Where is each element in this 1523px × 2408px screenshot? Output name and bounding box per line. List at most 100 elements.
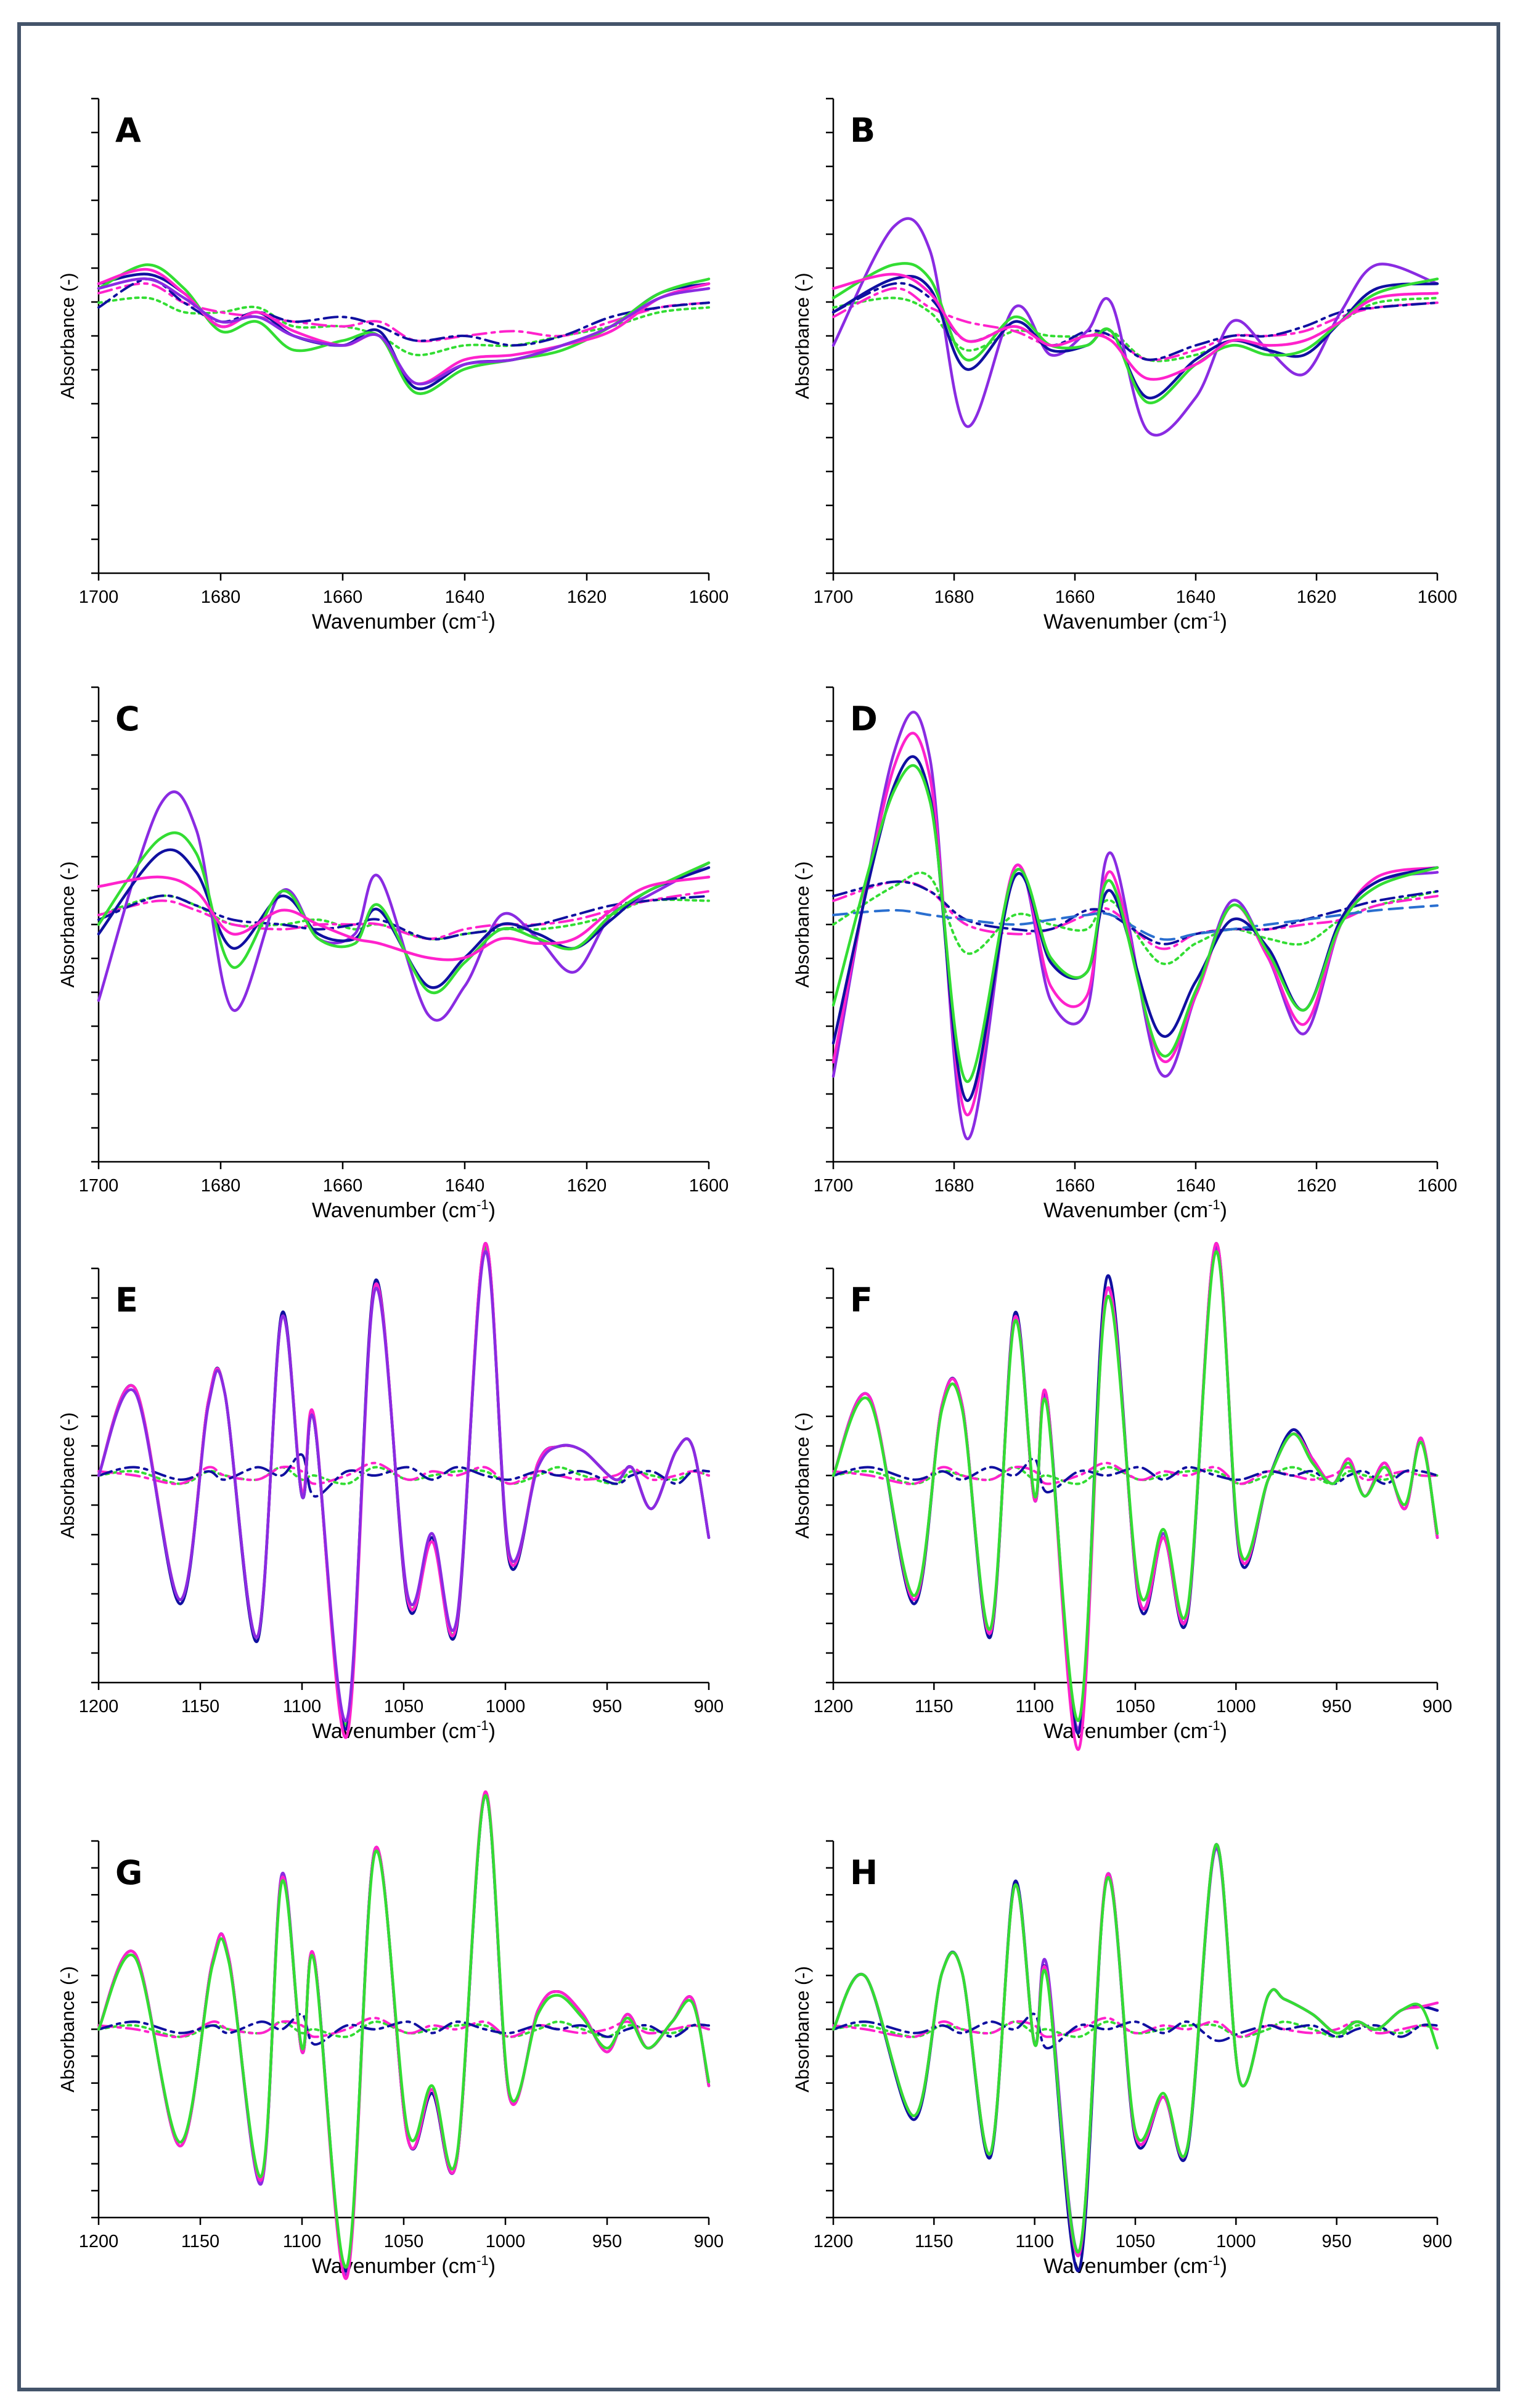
series-line [831,755,1439,1102]
x-tick-label: 1600 [689,587,729,607]
series-line [831,1843,1439,2258]
series-line [832,2012,1439,2050]
x-tick-label: 1620 [1297,1176,1337,1196]
x-tick-label: 950 [1321,2232,1351,2251]
panel-h: 1200 1150 1100 1050 1000 950 900 Wavenumber (cm… [791,1840,1452,2278]
series-line [832,282,1439,361]
series-line [97,2017,710,2038]
series-line [831,1242,1439,1735]
y-axis-label: Absorbance (-) [57,1966,78,2092]
x-tick-label: 1640 [1176,587,1216,607]
series-line [832,1466,1439,1485]
series-line [831,1242,1439,1751]
series-line [831,217,1439,437]
series-line [831,1847,1439,2253]
x-tick-label: 1000 [1216,2232,1256,2251]
x-tick-label: 1050 [1116,2232,1156,2251]
x-tick-label: 1100 [283,2232,321,2251]
x-tick-label: 1680 [934,587,974,607]
series-line [97,831,711,995]
panel-label: D [850,700,878,738]
x-axis-label: Wavenumber (cm-1) [312,1197,496,1222]
series-line [97,1794,711,2269]
y-axis-label: Absorbance (-) [791,1966,813,2092]
series-line [832,2020,1439,2038]
x-tick-label: 1000 [486,2232,526,2251]
series-line [832,1461,1439,1485]
x-tick-label: 1620 [567,1176,607,1196]
panel-c: 1700 1680 1660 1640 1620 1600 Wavenumber (cm-1… [57,686,729,1222]
x-tick-label: 1640 [445,1176,485,1196]
x-tick-label: 1700 [814,587,854,607]
series-line [832,1457,1439,1493]
x-tick-label: 1700 [79,587,119,607]
series-line [97,282,710,343]
x-tick-label: 1680 [201,587,241,607]
series-line [97,1250,711,1723]
x-axis-label: Wavenumber (cm-1) [1043,2253,1227,2278]
series-line [97,1246,711,1727]
x-axis-label: Wavenumber (cm-1) [312,1718,496,1743]
series-line [832,296,1439,362]
series-line [97,848,711,989]
x-tick-label: 1640 [445,587,485,607]
panel-a: 1700 1680 1660 1640 1620 1600 Wavenumber (cm-1… [57,97,729,634]
x-axis-label: Wavenumber (cm-1) [1043,1718,1227,1743]
panel-d: 1700 1680 1660 1640 1620 1600 Wavenumber (cm-1… [791,686,1457,1222]
series-line [97,277,710,347]
x-tick-label: 950 [1321,1697,1351,1716]
series-line [831,1843,1439,2272]
x-tick-label: 1640 [1176,1176,1216,1196]
x-tick-label: 1050 [1116,1697,1156,1716]
series-line [831,732,1439,1117]
x-tick-label: 1660 [323,587,363,607]
series-line [831,272,1439,381]
x-tick-label: 1100 [1015,2232,1053,2251]
series-line [97,267,711,385]
series-line [97,1242,711,1739]
series-line [831,275,1439,399]
x-tick-label: 1680 [201,1176,241,1196]
x-tick-label: 1100 [1015,1697,1053,1716]
x-tick-label: 1150 [181,1697,219,1716]
x-tick-label: 1600 [689,1176,729,1196]
panel-label: H [850,1853,878,1892]
panel-b: 1700 1680 1660 1640 1620 1600 Wavenumber (cm-1… [791,97,1458,634]
y-axis-label: Absorbance (-) [57,1412,78,1538]
x-tick-label: 1600 [1418,587,1458,607]
x-axis-label: Wavenumber (cm-1) [312,608,496,634]
x-tick-label: 900 [1423,2232,1452,2251]
y-axis-label: Absorbance (-) [791,272,813,399]
series-line [97,875,711,961]
x-tick-label: 1660 [1055,587,1095,607]
x-tick-label: 1680 [934,1176,974,1196]
x-tick-label: 1050 [384,1697,424,1716]
x-tick-label: 1000 [1216,1697,1256,1716]
x-tick-label: 1700 [814,1176,854,1196]
x-tick-label: 950 [592,2232,622,2251]
x-tick-label: 1700 [79,1176,119,1196]
panel-f: 1200 1150 1100 1050 1000 950 900 Wavenumber (cm… [791,1242,1452,1751]
panel-label: B [850,111,875,150]
x-tick-label: 1200 [814,1697,854,1716]
x-tick-label: 900 [694,2232,724,2251]
series-line [832,287,1439,362]
x-axis-label: Wavenumber (cm-1) [1043,1197,1227,1222]
series-line [831,1250,1439,1722]
x-tick-label: 1660 [1055,1176,1095,1196]
x-tick-label: 1620 [567,587,607,607]
x-tick-label: 1150 [181,2232,219,2251]
panel-label: A [115,111,141,150]
panel-label: C [115,700,140,738]
x-tick-label: 1660 [323,1176,363,1196]
x-tick-label: 1100 [283,1697,321,1716]
x-tick-label: 900 [1423,1697,1452,1716]
series-line [97,2012,710,2046]
x-tick-label: 1200 [79,1697,119,1716]
x-tick-label: 1150 [915,1697,953,1716]
y-axis-label: Absorbance (-) [791,1412,813,1538]
series-line [97,1466,710,1485]
series-line [97,277,711,386]
